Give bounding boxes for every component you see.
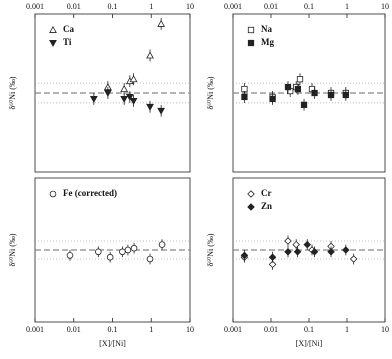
data-point (119, 248, 126, 256)
x-axis-label: [X]/[Ni] (296, 339, 323, 348)
data-point (303, 240, 312, 249)
data-point (269, 95, 276, 103)
x-tick-label: 10 (186, 325, 194, 334)
x-tick-label: 0.01 (264, 325, 278, 334)
data-point (240, 251, 249, 260)
legend-marker (49, 190, 57, 198)
y-axis-label: δ⁶⁰Ni (‰) (8, 233, 17, 266)
panel: 0.001 0.01 0.1 1 10 δ⁶⁰Ni (‰) Na Mg (206, 2, 389, 173)
data-point (342, 91, 349, 99)
y-axis-label: δ⁶⁰Ni (‰) (8, 76, 17, 109)
data-point (268, 260, 277, 269)
data-point (124, 246, 132, 254)
y-axis-label: δ⁶⁰Ni (‰) (206, 233, 215, 266)
data-point (146, 51, 154, 59)
legend-label: Cr (261, 188, 272, 198)
data-point (125, 93, 134, 101)
legend-marker (247, 39, 255, 47)
x-tick-label: 0.001 (224, 2, 242, 11)
legend-marker (247, 203, 255, 211)
x-tick-label: 0.01 (264, 2, 278, 11)
data-point (130, 244, 138, 252)
x-tick-label: 0.001 (26, 2, 44, 11)
legend-marker (247, 190, 255, 198)
data-point (120, 85, 129, 93)
data-point (129, 75, 138, 83)
data-point (268, 253, 277, 261)
data-point (284, 237, 292, 245)
x-axis-label: [X]/[Ni] (99, 339, 126, 348)
legend-label: Mg (261, 37, 274, 47)
data-point (284, 248, 292, 256)
x-tick-label: 1 (149, 325, 153, 334)
data-point (66, 252, 74, 259)
panel: 0.001 0.01 0.1 1 10 [X]/[Ni] δ⁶⁰Ni (‰) Fe (corr… (8, 177, 194, 348)
x-tick-label: 10 (381, 2, 389, 11)
data-point (300, 101, 308, 108)
legend-label: Ca (63, 24, 74, 34)
x-tick-label: 0.1 (108, 2, 118, 11)
x-tick-label: 0.1 (108, 325, 118, 334)
x-tick-label: 1 (345, 325, 349, 334)
x-tick-label: 0.001 (224, 325, 242, 334)
data-point (106, 253, 114, 261)
legend-label: Ti (63, 37, 72, 47)
x-tick-label: 0.1 (304, 2, 314, 11)
x-tick-label: 0.1 (304, 325, 314, 334)
x-tick-label: 0.01 (67, 325, 81, 334)
legend-marker (247, 26, 255, 34)
x-tick-label: 0.01 (67, 2, 81, 11)
data-point (296, 76, 304, 83)
legend-label: Na (261, 24, 272, 34)
data-point (310, 248, 319, 256)
data-point (157, 19, 166, 27)
data-point (327, 91, 335, 99)
data-point (292, 240, 300, 249)
data-point (311, 89, 318, 97)
x-tick-label: 10 (381, 325, 389, 334)
data-point (157, 107, 166, 115)
data-point (294, 85, 302, 93)
data-point (158, 241, 166, 248)
data-point (293, 248, 302, 256)
x-tick-label: 1 (345, 2, 349, 11)
panel: 0.001 0.01 0.1 1 10 [X]/[Ni] δ⁶⁰Ni (‰) Cr Zn (206, 177, 389, 348)
legend-marker (49, 25, 57, 33)
data-point (349, 255, 358, 263)
panel: 0.001 0.01 0.1 1 10 δ⁶⁰Ni (‰) Ca Ti (8, 2, 194, 173)
legend-marker (49, 40, 57, 48)
y-axis-label: δ⁶⁰Ni (‰) (206, 76, 215, 109)
x-tick-label: 10 (186, 2, 194, 11)
data-point (120, 95, 129, 103)
data-point (327, 248, 335, 256)
data-point (342, 246, 350, 254)
data-point (95, 248, 102, 256)
data-point (284, 83, 292, 91)
data-point (241, 85, 248, 93)
data-point (146, 255, 154, 263)
data-point (146, 103, 154, 111)
data-point (89, 95, 98, 103)
x-tick-label: 1 (149, 2, 153, 11)
data-point (129, 97, 138, 105)
legend-label: Zn (261, 201, 272, 211)
x-tick-label: 0.001 (26, 325, 44, 334)
legend-label: Fe (corrected) (63, 188, 117, 198)
data-point (104, 90, 112, 98)
data-point (241, 93, 248, 101)
